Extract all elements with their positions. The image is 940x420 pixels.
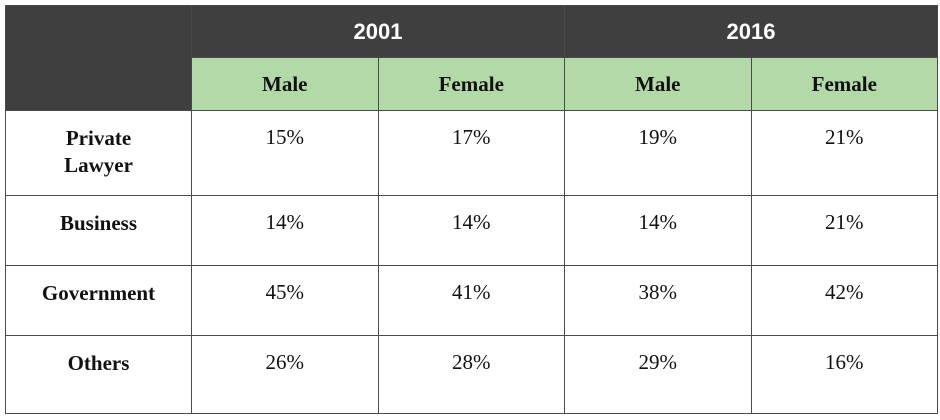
value-cell: 14% — [377, 195, 566, 266]
value-cell: 16% — [750, 335, 939, 414]
row-label-cell: Others — [5, 335, 192, 414]
table-row: Government 45% 41% 38% 42% — [5, 265, 939, 336]
table-body: Private Lawyer 15% 17% 19% 21% Business 14% 14%… — [5, 110, 939, 414]
row-label: Government — [41, 281, 156, 305]
table-row: Private Lawyer 15% 17% 19% 21% — [5, 110, 939, 196]
subheader: Female — [750, 57, 939, 111]
subheader: Male — [191, 57, 379, 111]
row-label: Private Lawyer — [64, 126, 133, 177]
value-cell: 21% — [750, 195, 939, 266]
table-row: Business 14% 14% 14% 21% — [5, 195, 939, 266]
data-table: 2001 2016 Male Female Male Female Privat… — [5, 5, 939, 414]
value-cell: 15% — [191, 110, 379, 196]
value-cell: 42% — [750, 265, 939, 336]
value-cell: 14% — [191, 195, 379, 266]
row-label: Business — [59, 211, 138, 235]
value-cell: 38% — [564, 265, 752, 336]
value-cell: 26% — [191, 335, 379, 414]
subheader: Male — [564, 57, 752, 111]
value-cell: 29% — [564, 335, 752, 414]
group-header: 2001 — [190, 5, 566, 58]
value-cell: 21% — [750, 110, 939, 196]
value-cell: 17% — [377, 110, 566, 196]
corner-cell — [5, 5, 192, 111]
row-label: Others — [67, 351, 130, 375]
row-label-cell: Government — [5, 265, 192, 336]
row-label-cell: Business — [5, 195, 192, 266]
table-row: Others 26% 28% 29% 16% — [5, 335, 939, 414]
group-header-row: 2001 2016 — [5, 5, 939, 111]
value-cell: 45% — [191, 265, 379, 336]
value-cell: 19% — [564, 110, 752, 196]
value-cell: 14% — [564, 195, 752, 266]
row-label-cell: Private Lawyer — [5, 110, 192, 196]
subheader-row: Male Female Male Female — [6, 57, 939, 111]
value-cell: 41% — [377, 265, 566, 336]
subheader: Female — [377, 57, 566, 111]
value-cell: 28% — [377, 335, 566, 414]
group-header: 2016 — [564, 5, 939, 58]
